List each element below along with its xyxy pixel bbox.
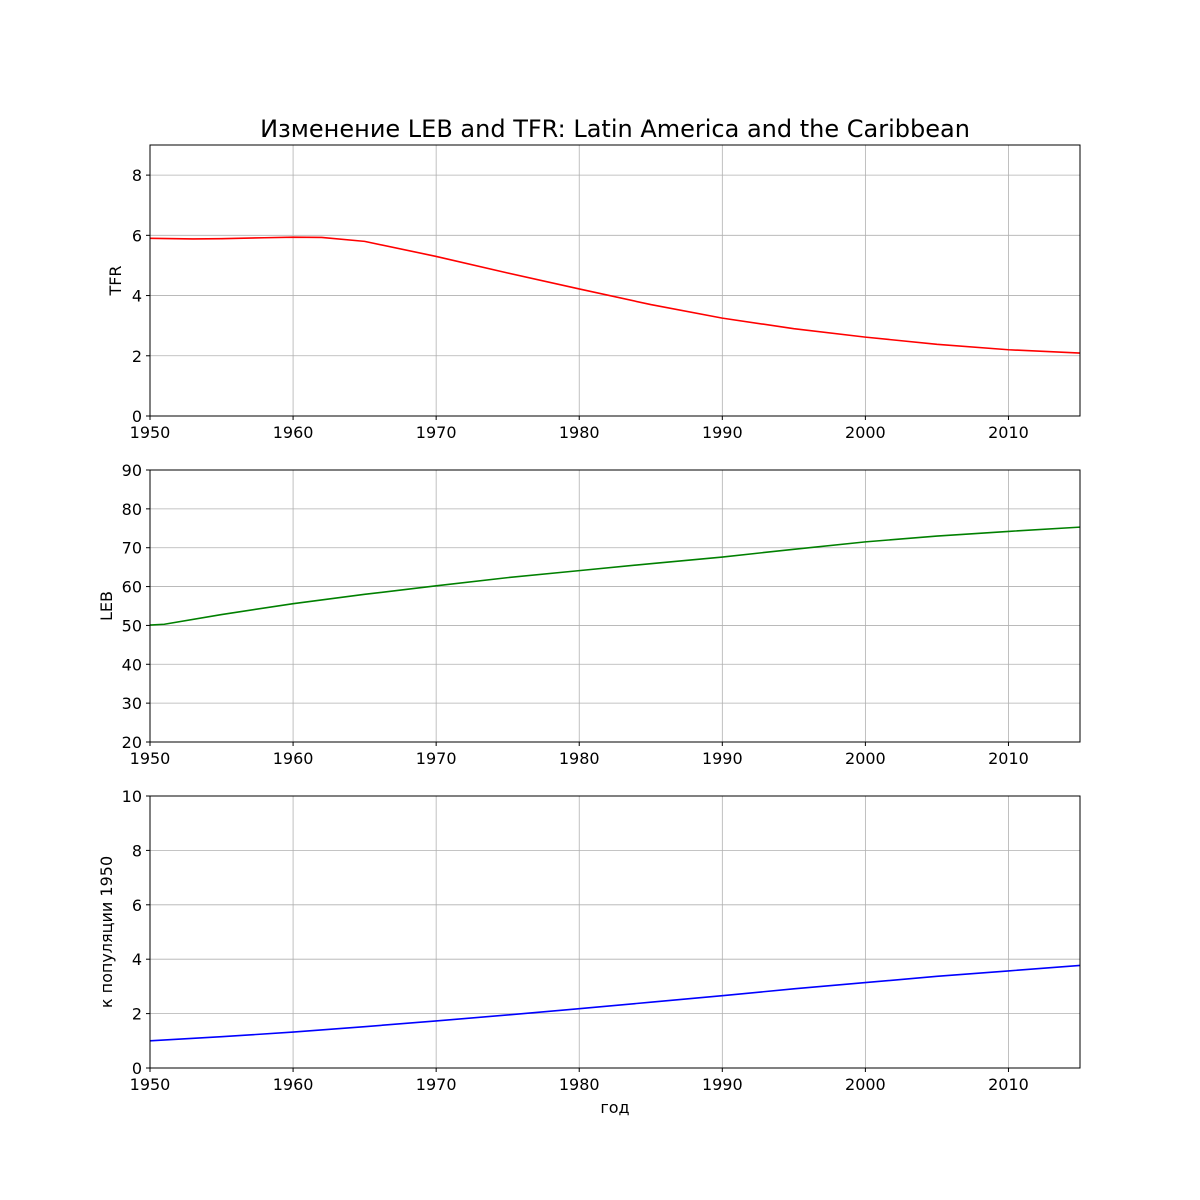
population-x-tick-label: 1970 <box>416 1075 457 1094</box>
leb-x-tick-label: 1950 <box>130 749 171 768</box>
leb-x-tick-label: 1970 <box>416 749 457 768</box>
tfr-y-tick-label: 8 <box>132 166 142 185</box>
tfr-x-tick-label: 1970 <box>416 423 457 442</box>
population-x-tick-label: 2010 <box>988 1075 1029 1094</box>
leb-x-tick-label: 1990 <box>702 749 743 768</box>
population-y-tick-label: 2 <box>132 1005 142 1024</box>
leb-x-tick-label: 1980 <box>559 749 600 768</box>
tfr-y-axis-label: TFR <box>106 265 125 296</box>
population-y-tick-label: 6 <box>132 896 142 915</box>
population-series-line <box>149 964 1081 1042</box>
leb-y-tick-label: 30 <box>122 694 142 713</box>
population-x-tick-label: 1990 <box>702 1075 743 1094</box>
tfr-axes-frame <box>149 144 1081 417</box>
tfr-y-tick-label: 2 <box>132 347 142 366</box>
leb-y-tick-label: 90 <box>122 461 142 480</box>
population-axes-frame <box>149 795 1081 1069</box>
leb-y-tick-label: 60 <box>122 578 142 597</box>
leb-y-tick-label: 20 <box>122 733 142 752</box>
population-x-axis-label: год <box>600 1098 629 1117</box>
leb-y-tick-label: 40 <box>122 655 142 674</box>
tfr-y-tick-label: 6 <box>132 226 142 245</box>
leb-x-tick-label: 2000 <box>845 749 886 768</box>
leb-panel: 1950 1960 1970 1980 1990 2000 2010 20 30 40 50 60 70… <box>97 461 1081 768</box>
tfr-x-tick-label: 2000 <box>845 423 886 442</box>
leb-x-tick-label: 2010 <box>988 749 1029 768</box>
tfr-panel: 1950 1960 1970 1980 1990 2000 2010 0 2 4 6 8 TFR <box>106 144 1081 442</box>
tfr-y-tick-label: 4 <box>132 287 142 306</box>
leb-x-tick-label: 1960 <box>273 749 314 768</box>
leb-series-line <box>149 526 1081 626</box>
population-y-tick-label: 8 <box>132 841 142 860</box>
population-x-tick-label: 1950 <box>130 1075 171 1094</box>
tfr-series-line <box>149 236 1081 354</box>
tfr-x-tick-label: 2010 <box>988 423 1029 442</box>
tfr-x-tick-label: 1950 <box>130 423 171 442</box>
tfr-y-tick-label: 0 <box>132 407 142 426</box>
tfr-x-tick-label: 1990 <box>702 423 743 442</box>
population-y-tick-label: 4 <box>132 950 142 969</box>
population-y-axis-label: к популяции 1950 <box>97 856 116 1008</box>
leb-y-tick-label: 70 <box>122 539 142 558</box>
chart-title: Изменение LEB and TFR: Latin America and… <box>260 115 970 143</box>
tfr-x-tick-label: 1960 <box>273 423 314 442</box>
leb-y-axis-label: LEB <box>97 591 116 621</box>
population-x-tick-label: 1960 <box>273 1075 314 1094</box>
tfr-x-tick-label: 1980 <box>559 423 600 442</box>
leb-y-tick-label: 80 <box>122 500 142 519</box>
population-y-tick-label: 0 <box>132 1059 142 1078</box>
population-y-tick-label: 10 <box>122 787 142 806</box>
population-x-tick-label: 1980 <box>559 1075 600 1094</box>
leb-axes-frame <box>149 469 1081 743</box>
leb-y-tick-label: 50 <box>122 616 142 635</box>
population-panel: 1950 1960 1970 1980 1990 2000 2010 0 2 4 6 8 10 к поп… <box>97 787 1081 1117</box>
population-x-tick-label: 2000 <box>845 1075 886 1094</box>
